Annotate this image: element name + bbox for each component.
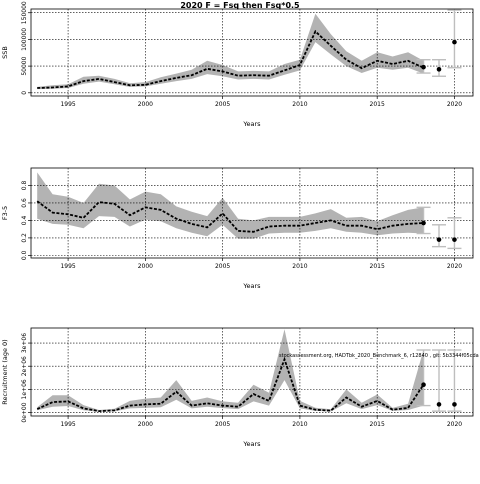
- figure-title: 2020 F = Fsq then Fsq*0.5: [180, 1, 300, 10]
- y-tick-label: 0.8: [21, 181, 28, 191]
- y-tick-label: 50000: [21, 56, 28, 75]
- x-tick-label: 1995: [60, 421, 75, 428]
- x-tick-label: 2000: [138, 421, 153, 428]
- x-tick-label: 2015: [370, 101, 385, 108]
- estimate-line: [36, 356, 425, 413]
- forecast-point: [421, 382, 426, 388]
- x-tick-label: 2020: [447, 263, 462, 270]
- y-tick-label: 100000: [21, 28, 28, 51]
- y-tick-label: 0.0: [21, 250, 28, 260]
- forecast-point: [421, 220, 426, 226]
- confidence-band: [37, 13, 424, 90]
- x-tick-label: 2005: [215, 101, 230, 108]
- assessment-note: stockassessment.org, HADTbk_2020_Benchma…: [279, 353, 479, 359]
- f-panel: 1995 2000 2005 2010 2015 2020 0.0 0.2 0.4 0.6 0.8 Y…: [1, 167, 474, 290]
- x-tick-label: 2010: [292, 421, 307, 428]
- y-axis-label: F3-5: [1, 206, 9, 220]
- ssb-panel: 1995 2000 2005 2010 2015 2020 0 50000 100000 1500…: [1, 1, 474, 128]
- forecast-point: [436, 237, 442, 242]
- x-tick-label: 1995: [60, 263, 75, 270]
- y-tick-label: 0e+00: [21, 402, 28, 422]
- forecast-point: [421, 64, 426, 70]
- x-axis-label: Years: [242, 120, 261, 128]
- confidence-band: [37, 329, 424, 412]
- forecast-point: [452, 402, 457, 407]
- y-tick-label: 2e+06: [21, 356, 28, 376]
- x-tick-label: 1995: [60, 101, 75, 108]
- forecast-point: [452, 237, 457, 242]
- forecast-point: [436, 67, 442, 72]
- x-tick-label: 2010: [292, 263, 307, 270]
- y-axis-label: Recruitment (age 0): [1, 339, 9, 404]
- y-axis-label: SSB: [1, 46, 9, 59]
- x-tick-label: 2015: [370, 421, 385, 428]
- x-tick-label: 2020: [447, 421, 462, 428]
- y-tick-label: 3e+06: [21, 333, 28, 353]
- y-tick-label: 0.6: [21, 198, 28, 208]
- plot-frame: [30, 167, 474, 259]
- plot-frame: [30, 8, 474, 97]
- forecast-point: [452, 39, 457, 45]
- plot-frame: [30, 327, 474, 417]
- x-tick-label: 2005: [215, 421, 230, 428]
- confidence-band: [37, 172, 424, 239]
- estimate-line: [37, 29, 424, 89]
- x-tick-label: 2010: [292, 101, 307, 108]
- y-tick-label: 0.2: [21, 233, 28, 243]
- y-tick-label: 0.4: [21, 215, 28, 225]
- x-tick-label: 2000: [138, 101, 153, 108]
- x-tick-label: 2005: [215, 263, 230, 270]
- x-tick-label: 2015: [370, 263, 385, 270]
- x-tick-label: 2020: [447, 101, 462, 108]
- y-tick-label: 150000: [21, 1, 28, 24]
- x-axis-label: Years: [242, 440, 261, 448]
- y-tick-label: 1e+06: [21, 379, 28, 399]
- x-tick-label: 2000: [138, 263, 153, 270]
- y-tick-label: 0: [21, 91, 28, 95]
- forecast-point: [436, 402, 442, 407]
- recruitment-panel: 1995 2000 2005 2010 2015 2020 0e+00 1e+06 2e+06 3…: [1, 327, 474, 448]
- x-axis-label: Years: [242, 282, 261, 290]
- estimate-line: [36, 200, 424, 233]
